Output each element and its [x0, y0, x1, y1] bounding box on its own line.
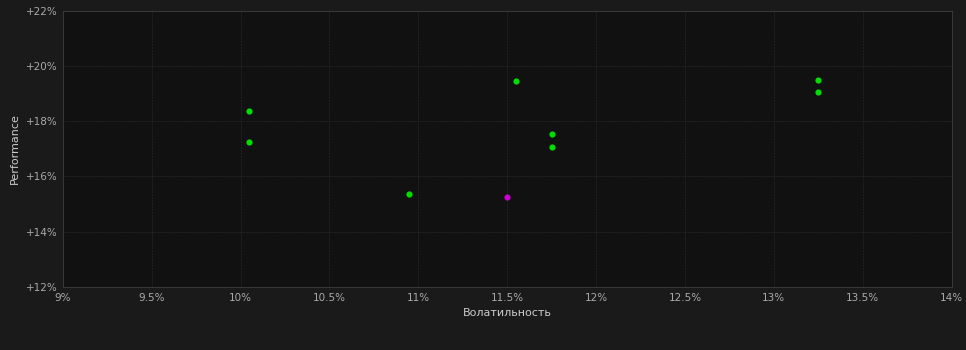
Point	[544, 145, 559, 150]
Point	[810, 89, 826, 95]
Point	[544, 131, 559, 136]
Point	[242, 108, 257, 114]
Point	[242, 139, 257, 145]
Point	[810, 77, 826, 82]
Point	[402, 191, 417, 197]
Point	[508, 78, 524, 84]
Y-axis label: Performance: Performance	[10, 113, 20, 184]
Point	[499, 194, 515, 200]
X-axis label: Волатильность: Волатильность	[463, 308, 552, 318]
